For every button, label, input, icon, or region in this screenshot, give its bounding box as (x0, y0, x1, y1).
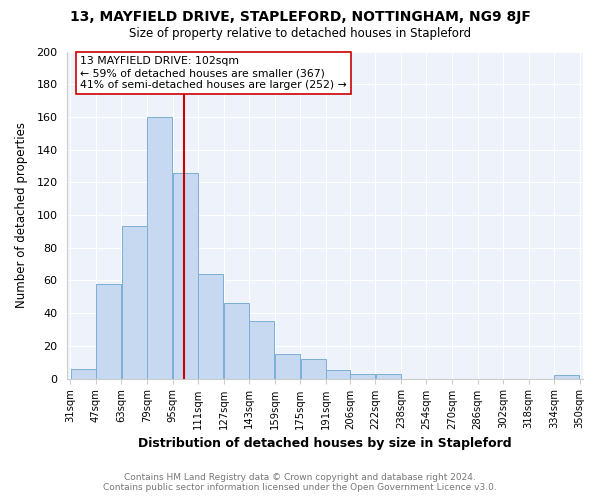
Bar (224, 304, 249, 378)
Bar (376, 374, 401, 378)
Text: Size of property relative to detached houses in Stapleford: Size of property relative to detached ho… (129, 28, 471, 40)
Bar (250, 322, 274, 378)
Bar (96, 284, 121, 378)
Text: 13, MAYFIELD DRIVE, STAPLEFORD, NOTTINGHAM, NG9 8JF: 13, MAYFIELD DRIVE, STAPLEFORD, NOTTINGH… (70, 10, 530, 24)
Bar (326, 370, 350, 378)
Bar (554, 376, 580, 378)
Text: Contains HM Land Registry data © Crown copyright and database right 2024.
Contai: Contains HM Land Registry data © Crown c… (103, 473, 497, 492)
Bar (301, 359, 326, 378)
Bar (350, 374, 375, 378)
Bar (173, 172, 198, 378)
X-axis label: Distribution of detached houses by size in Stapleford: Distribution of detached houses by size … (138, 437, 512, 450)
Bar (122, 226, 147, 378)
Bar (275, 354, 300, 378)
Bar (199, 274, 223, 378)
Text: 13 MAYFIELD DRIVE: 102sqm
← 59% of detached houses are smaller (367)
41% of semi: 13 MAYFIELD DRIVE: 102sqm ← 59% of detac… (80, 56, 347, 90)
Bar (71, 369, 95, 378)
Y-axis label: Number of detached properties: Number of detached properties (15, 122, 28, 308)
Bar (147, 117, 172, 378)
